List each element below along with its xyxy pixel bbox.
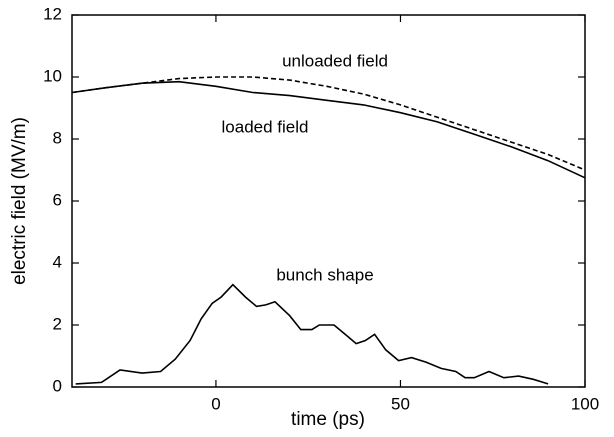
y-tick-label: 2	[53, 314, 62, 333]
y-tick-label: 8	[53, 128, 62, 147]
y-tick-label: 0	[53, 376, 62, 395]
y-tick-label: 10	[43, 66, 62, 85]
x-tick-label: 0	[211, 394, 220, 413]
y-tick-label: 4	[53, 252, 62, 271]
x-tick-label: 100	[571, 394, 599, 413]
y-tick-label: 12	[43, 4, 62, 23]
plot-frame	[71, 14, 586, 388]
y-tick-label: 6	[53, 190, 62, 209]
series-label: loaded field	[222, 117, 309, 136]
series-line	[71, 76, 586, 171]
series-label: bunch shape	[276, 265, 373, 284]
x-axis-label: time (ps)	[291, 409, 365, 430]
y-axis-label: electric field (MV/m)	[9, 117, 30, 285]
x-tick-label: 50	[391, 394, 410, 413]
series-line	[71, 80, 586, 179]
series-line	[75, 283, 549, 385]
series-label: unloaded field	[282, 51, 388, 70]
